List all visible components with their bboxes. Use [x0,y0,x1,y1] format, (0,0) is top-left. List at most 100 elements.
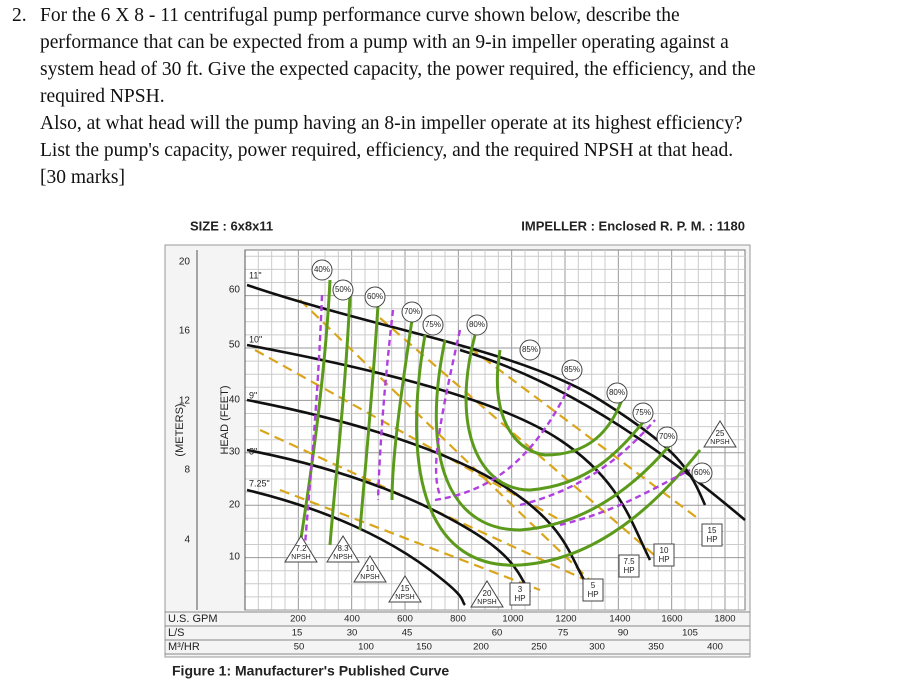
hp-line [379,317,661,561]
hp-unit: HP [623,566,634,575]
impeller-label: 9" [249,390,257,400]
efficiency-marker [606,382,628,404]
efficiency-curve [298,279,332,546]
efficiency-label: 60% [367,292,383,301]
feet-tick: 40 [229,395,241,406]
npsh-curve [434,329,462,496]
npsh-marker [326,535,360,563]
efficiency-label: 70% [659,432,675,441]
question-text: For the 6 X 8 - 11 centrifugal pump perf… [40,2,756,191]
x-tick: 15 [292,628,303,639]
hp-marker [582,578,604,602]
x-tick: 45 [402,628,413,639]
hp-value: 10 [660,546,669,555]
x-row-label: L/S [168,627,185,639]
x-row-label: U.S. GPM [168,613,218,625]
efficiency-curve [328,294,352,546]
npsh-curve [434,374,577,502]
x-tick: 1400 [609,614,630,625]
meters-label: (METERS) [174,403,186,456]
efficiency-curve [390,319,414,501]
feet-tick: 60 [229,285,241,296]
hp-marker [618,554,640,578]
efficiency-label: 60% [694,468,710,477]
x-tick: 1200 [555,614,576,625]
efficiency-curve [495,349,624,457]
efficiency-curve [415,334,702,567]
meters-tick: 20 [179,257,191,268]
efficiency-curves [298,279,702,567]
npsh-marker [470,580,504,608]
efficiency-label: 85% [522,345,538,354]
npsh-value: 8.3 [337,544,349,553]
x-tick: 75 [558,628,569,639]
efficiency-marker [401,301,423,323]
question-line: For the 6 X 8 - 11 centrifugal pump perf… [40,5,680,26]
npsh-value: 25 [716,429,725,438]
npsh-unit: NPSH [395,594,414,601]
efficiency-marker [656,426,678,448]
hp-unit: HP [706,535,717,544]
question-line: List the pump's capacity, power required… [40,140,734,161]
hp-line [279,488,541,592]
impeller-label: 11" [249,270,262,280]
npsh-value: 7.2 [295,544,307,553]
x-tick: 50 [294,642,305,653]
efficiency-label: 80% [469,320,485,329]
head-curve [246,448,532,593]
npsh-unit: NPSH [333,554,352,561]
x-tick: 90 [618,628,629,639]
question-line: performance that can be expected from a … [40,32,729,53]
efficiency-marker [466,314,488,336]
x-tick: 1800 [714,614,735,625]
hp-value: 7.5 [623,557,635,566]
efficiency-marker [691,462,713,484]
efficiency-label: 50% [335,285,351,294]
x-tick: 350 [648,642,664,653]
question-line: system head of 30 ft. Give the expected … [40,59,756,80]
x-tick: 60 [492,628,503,639]
efficiency-marker [519,339,541,361]
npsh-unit: NPSH [710,439,729,446]
efficiency-label: 85% [564,365,580,374]
x-tick: 30 [347,628,358,639]
hp-unit: HP [658,555,669,564]
efficiency-marker [311,259,333,281]
x-tick: 800 [450,614,466,625]
head-curve [246,488,467,606]
hp-unit: HP [514,594,525,603]
npsh-unit: NPSH [477,599,496,606]
x-tick: 600 [397,614,413,625]
meters-tick: 12 [179,396,191,407]
efficiency-marker [422,314,444,336]
meters-tick: 8 [184,465,190,476]
npsh-curve [303,294,324,546]
question-line: required NPSH. [40,86,165,107]
x-tick: 105 [682,628,698,639]
size-label: SIZE : 6x8x11 [190,218,273,233]
efficiency-label: 75% [635,408,651,417]
npsh-curve [519,419,656,507]
hp-value: 15 [708,526,717,535]
npsh-marker [353,555,387,583]
feet-tick: 30 [229,447,241,458]
hp-value: 5 [591,581,596,590]
meters-tick: 4 [184,535,190,546]
meters-tick: 16 [179,326,191,337]
x-tick: 400 [344,614,360,625]
efficiency-label: 70% [404,307,420,316]
npsh-marker [284,535,318,563]
head-curve [246,343,652,561]
x-tick: 100 [358,642,374,653]
feet-tick: 20 [229,500,241,511]
npsh-curves [303,294,691,546]
question-line: Also, at what head will the pump having … [40,113,743,134]
question-line: [30 marks] [40,167,126,188]
x-tick: 400 [707,642,723,653]
curves [246,279,746,606]
efficiency-label: 40% [314,265,330,274]
x-tick: 300 [589,642,605,653]
x-tick: 200 [473,642,489,653]
